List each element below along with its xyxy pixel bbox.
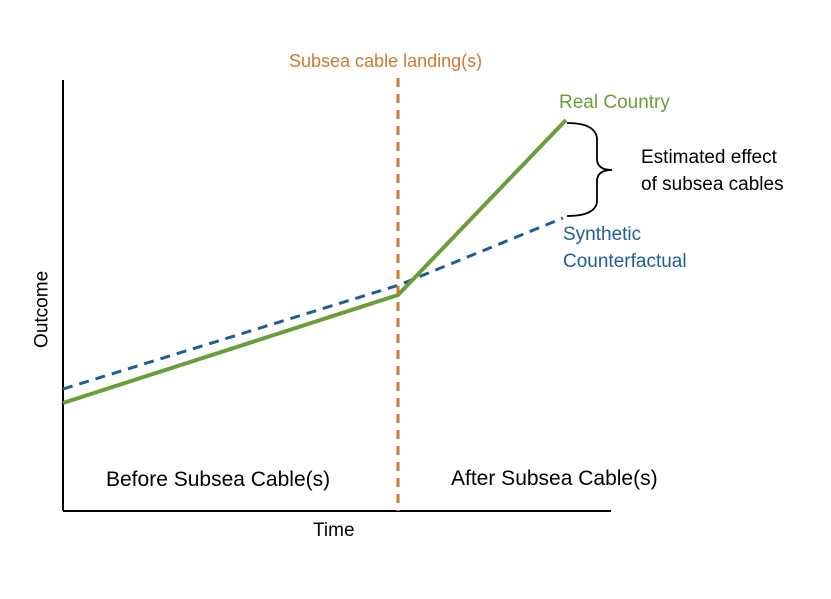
event-label: Subsea cable landing(s): [289, 51, 483, 71]
after-period-label: After Subsea Cable(s): [451, 467, 658, 490]
y-axis-label: Outcome: [31, 270, 53, 348]
synthetic-label-line2: Counterfactual: [563, 251, 687, 272]
real-country-line: [62, 118, 568, 405]
effect-label-line2: of subsea cables: [641, 174, 784, 195]
effect-label-line1: Estimated effect: [641, 147, 777, 168]
real-country-label: Real Country: [559, 92, 670, 113]
synthetic-counterfactual-line: [62, 216, 564, 391]
effect-brace: [566, 122, 613, 217]
before-period-label: Before Subsea Cable(s): [106, 468, 331, 491]
synthetic-label-line1: Synthetic: [563, 224, 642, 245]
x-axis-label: Time: [313, 520, 355, 541]
